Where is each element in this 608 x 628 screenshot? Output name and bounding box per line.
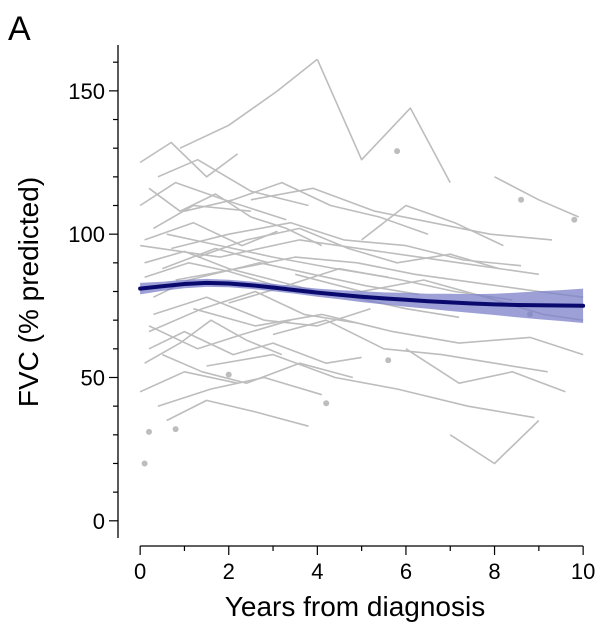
trajectory-line [144,250,318,293]
x-tick-label: 4 [311,559,323,584]
trajectory-line [175,256,584,298]
y-tick-label: 150 [68,79,105,104]
mean-curve [138,280,586,308]
trajectory-line [144,221,278,247]
trajectory-line [148,290,358,333]
trajectory-line [361,204,504,247]
trajectory-line [250,187,553,241]
trajectory-line [162,247,269,270]
trajectory-line [153,204,251,230]
observation-point [172,426,179,433]
x-tick-label: 10 [571,559,595,584]
x-axis-title: Years from diagnosis [225,591,485,622]
trajectory-line [139,239,539,276]
observation-point [571,216,578,223]
trajectory-line [148,187,323,247]
trajectory-line [171,221,522,267]
trajectory-line [144,319,283,364]
y-tick-label: 100 [68,222,105,247]
y-tick-label: 0 [93,509,105,534]
trajectory-line [148,319,292,350]
y-tick-label: 50 [81,365,105,390]
axes: 0 50 100 150 0 2 4 6 8 10 [68,45,595,584]
observation-point [518,196,525,203]
observation-point [323,400,330,407]
trajectory-line [148,330,362,365]
x-tick-label: 2 [223,559,235,584]
trajectory-line [157,376,323,407]
trajectory-line [157,158,309,207]
observation-point [146,428,152,435]
observation-point [225,371,232,378]
x-tick-label: 0 [134,559,146,584]
trajectory-line [179,58,318,149]
observation-point [385,357,392,364]
trajectory-line [494,176,580,218]
trajectory-line [161,353,354,385]
trajectory-line [139,141,239,178]
trajectory-line [272,319,548,373]
y-axis-title: FVC (% predicted) [13,177,44,407]
trajectory-line [316,58,451,183]
trajectory-line [449,419,540,465]
panel-label: A [8,10,31,48]
x-tick-label: 6 [400,559,412,584]
trajectory-line [166,399,309,427]
trajectory-line [193,307,584,356]
confidence-band [140,278,584,323]
trajectory-line [405,348,566,393]
trajectory-line [197,227,500,270]
x-tick-label: 8 [488,559,500,584]
single-observation-points [141,148,578,467]
trajectory-line [139,370,238,393]
observation-point [394,148,401,155]
observation-point [141,460,148,467]
trajectory-line [206,353,535,419]
trajectory-line [153,296,371,327]
trajectory-lines [139,58,584,465]
